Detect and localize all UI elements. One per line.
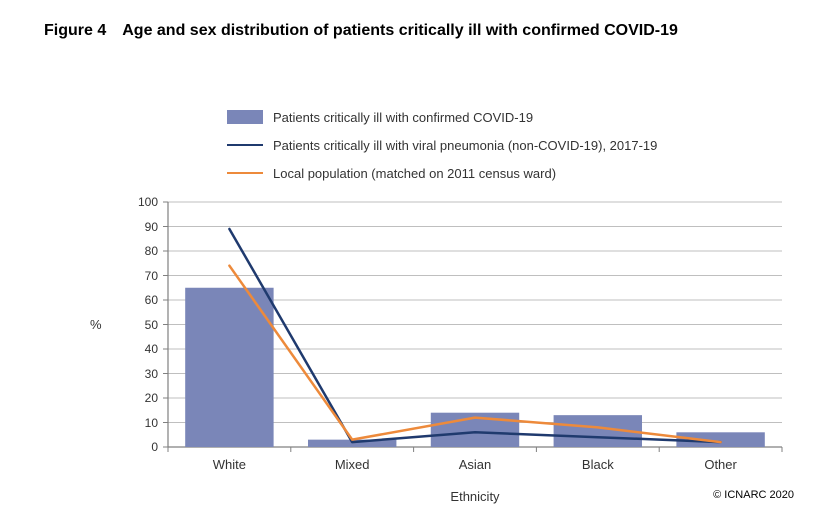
legend-swatch-bar-icon [227,110,263,124]
legend-item-line1: Patients critically ill with viral pneum… [227,131,657,159]
y-tick-label: 40 [128,342,158,356]
y-tick-label: 80 [128,244,158,258]
y-tick-label: 0 [128,440,158,454]
series-line-viral-pneumonia [229,229,720,442]
x-axis-title: Ethnicity [435,489,515,504]
x-category-label: Black [582,457,614,472]
legend: Patients critically ill with confirmed C… [227,103,657,187]
legend-item-bars: Patients critically ill with confirmed C… [227,103,657,131]
legend-label-line1: Patients critically ill with viral pneum… [273,138,657,153]
x-category-label: Other [704,457,737,472]
legend-swatch-line1-icon [227,144,263,146]
legend-label-bars: Patients critically ill with confirmed C… [273,110,533,125]
legend-item-line2: Local population (matched on 2011 census… [227,159,657,187]
y-tick-label: 60 [128,293,158,307]
x-category-label: Mixed [335,457,370,472]
copyright: © ICNARC 2020 [713,489,794,501]
figure-title: Figure 4 Age and sex distribution of pat… [44,22,678,40]
y-tick-label: 30 [128,367,158,381]
y-tick-label: 70 [128,269,158,283]
y-tick-label: 90 [128,220,158,234]
legend-swatch-line2-icon [227,172,263,174]
y-tick-label: 50 [128,318,158,332]
legend-label-line2: Local population (matched on 2011 census… [273,166,556,181]
y-axis-title: % [90,317,102,332]
y-tick-label: 20 [128,391,158,405]
x-category-label: Asian [459,457,492,472]
ethnicity-chart [168,202,782,447]
chart-svg [168,202,782,447]
y-tick-label: 100 [128,195,158,209]
x-category-label: White [213,457,246,472]
y-tick-label: 10 [128,416,158,430]
